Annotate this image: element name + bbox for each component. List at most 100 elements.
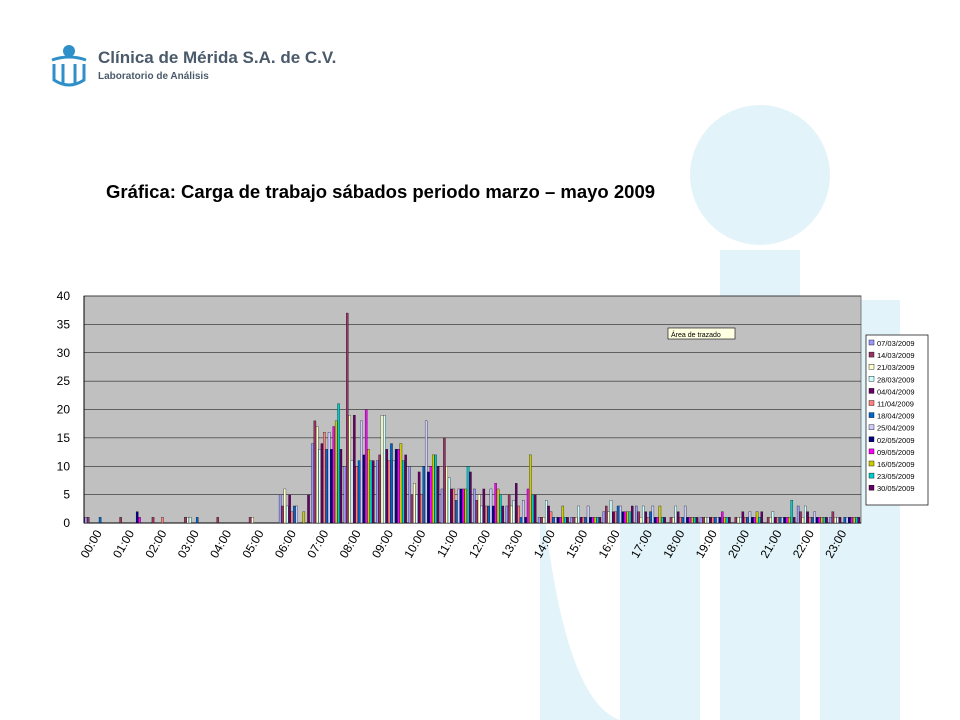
bar — [496, 488, 500, 524]
y-tick-label: 30 — [57, 346, 71, 360]
bar — [579, 517, 583, 524]
bar — [450, 488, 453, 524]
bar — [422, 466, 426, 524]
bar — [766, 517, 770, 524]
bar — [593, 517, 597, 524]
bar — [799, 511, 802, 524]
bar — [434, 454, 437, 524]
bar — [429, 466, 433, 524]
bar — [311, 443, 314, 524]
bar — [776, 517, 779, 524]
bar — [186, 517, 189, 524]
bar — [758, 517, 761, 524]
bar — [519, 517, 523, 524]
bar — [547, 505, 550, 524]
bar — [364, 409, 368, 524]
bar — [510, 505, 513, 524]
bar — [337, 403, 340, 524]
bar — [637, 511, 640, 524]
bar — [357, 460, 361, 524]
bar — [383, 415, 386, 524]
bar — [663, 517, 666, 524]
y-tick-label: 25 — [57, 374, 71, 388]
bar — [605, 505, 608, 524]
bar — [683, 505, 687, 524]
x-tick-label: 11:00 — [434, 527, 461, 560]
bar — [616, 505, 620, 524]
y-tick-label: 40 — [57, 289, 71, 303]
bar — [704, 517, 707, 524]
bar — [646, 517, 650, 524]
bar — [589, 517, 592, 524]
bar — [792, 517, 796, 524]
bar — [586, 505, 590, 524]
bar — [529, 454, 532, 524]
bar — [413, 483, 416, 524]
bar — [688, 517, 692, 524]
x-tick-label: 22:00 — [790, 527, 817, 560]
legend-swatch — [868, 364, 875, 370]
bar — [307, 494, 310, 524]
bar — [801, 517, 805, 524]
bar — [602, 511, 606, 524]
bar — [674, 505, 677, 524]
bar — [820, 517, 824, 524]
bar — [570, 517, 573, 524]
bar — [278, 494, 282, 524]
y-tick-label: 5 — [63, 488, 70, 502]
bar — [293, 505, 296, 524]
bar — [619, 505, 622, 524]
bar — [514, 483, 518, 524]
bar — [609, 500, 613, 524]
bar — [614, 511, 617, 524]
bar — [537, 517, 541, 524]
bar — [796, 505, 800, 524]
y-tick-label: 0 — [63, 516, 70, 530]
bar — [443, 437, 446, 524]
bar — [533, 494, 537, 524]
bar — [404, 454, 407, 524]
bar — [334, 420, 338, 524]
bar — [390, 443, 393, 524]
legend-swatch — [868, 436, 875, 442]
legend-label: 23/05/2009 — [877, 472, 915, 481]
bar — [721, 511, 724, 524]
bar — [295, 505, 298, 524]
bar — [818, 517, 821, 524]
x-tick-label: 08:00 — [337, 527, 364, 560]
bar — [447, 477, 451, 524]
bar — [751, 517, 754, 524]
bar — [623, 511, 627, 524]
bar — [561, 505, 565, 524]
plot-area-tooltip — [667, 327, 736, 340]
bar — [248, 517, 252, 524]
bar — [725, 517, 729, 524]
bar — [778, 517, 782, 524]
bar — [482, 488, 486, 524]
bar — [790, 500, 794, 524]
x-tick-label: 02:00 — [142, 527, 169, 560]
bar — [771, 511, 775, 524]
bar — [642, 505, 645, 524]
bar — [531, 494, 535, 524]
legend-swatch — [868, 460, 875, 467]
legend-box — [865, 334, 929, 506]
bar — [492, 505, 495, 524]
bar — [739, 517, 742, 524]
bar — [711, 517, 715, 524]
bar — [367, 449, 370, 524]
bar — [216, 517, 219, 524]
bar — [487, 505, 490, 524]
bar — [635, 505, 638, 524]
bar — [161, 517, 164, 524]
bar — [695, 517, 699, 524]
bar — [843, 517, 846, 524]
bar — [323, 432, 326, 524]
x-tick-label: 10:00 — [401, 527, 428, 560]
x-tick-label: 01:00 — [110, 527, 137, 560]
legend: 07/03/2009 14/03/2009 21/03/2009 28/03/2009… — [868, 339, 915, 493]
bar — [760, 511, 764, 524]
bar — [746, 517, 749, 524]
bar — [549, 511, 553, 524]
